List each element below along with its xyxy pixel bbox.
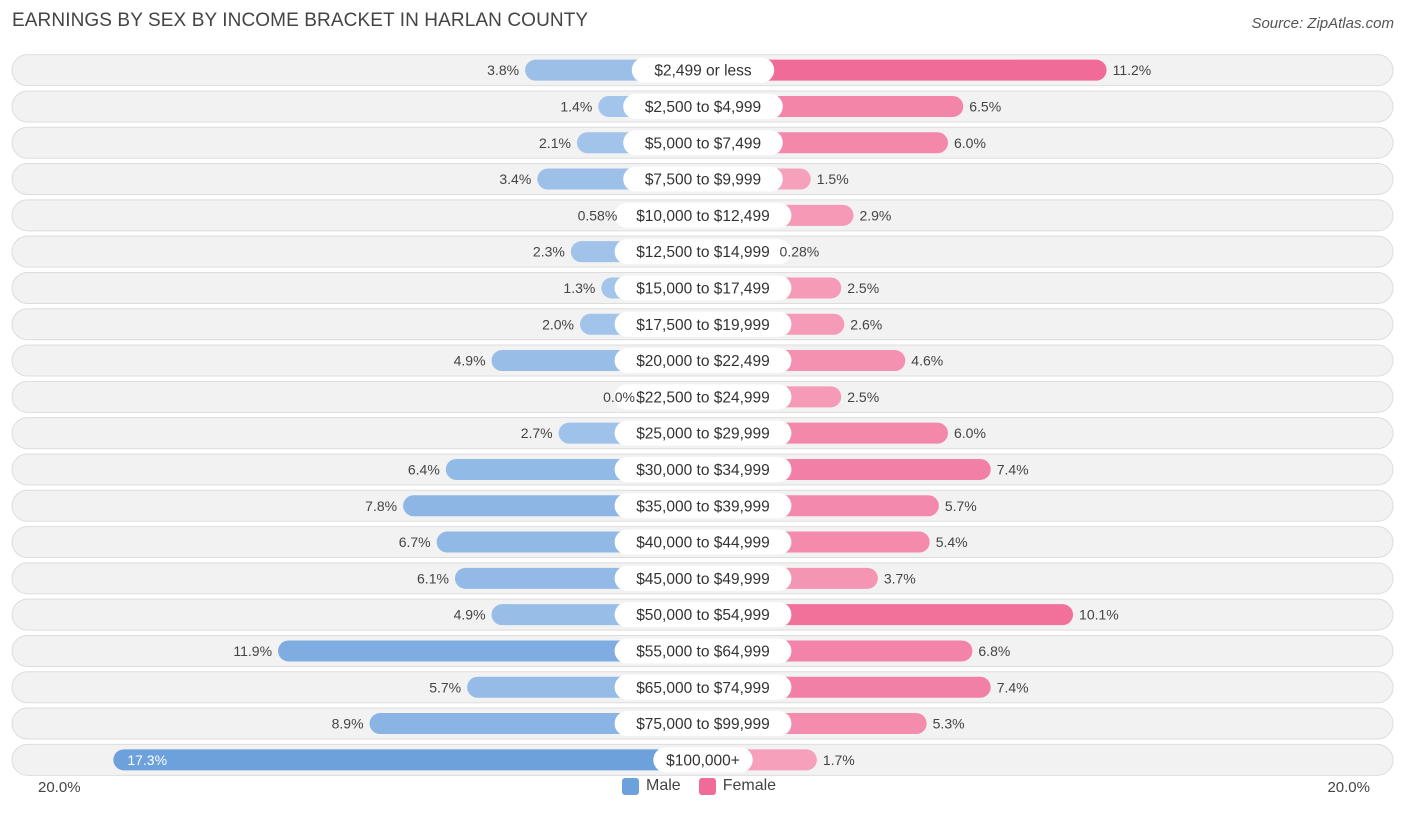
male-value-label: 1.3% — [563, 280, 595, 296]
category-label-bg — [614, 420, 792, 446]
category-label: $2,499 or less — [654, 63, 752, 80]
male-value-label: 0.58% — [578, 207, 618, 223]
male-value-label: 1.4% — [560, 98, 592, 114]
category-label: $65,000 to $74,999 — [636, 680, 770, 697]
axis-left-label: 20.0% — [38, 779, 81, 796]
category-label: $45,000 to $49,999 — [636, 571, 770, 588]
male-value-label: 11.9% — [233, 643, 272, 659]
category-label: $35,000 to $39,999 — [636, 498, 770, 515]
female-value-label: 6.0% — [954, 425, 986, 441]
category-label: $2,500 to $4,999 — [645, 99, 761, 116]
female-value-label: 7.4% — [997, 679, 1029, 695]
category-label-bg — [614, 565, 792, 591]
category-label: $40,000 to $44,999 — [636, 535, 770, 552]
female-value-label: 0.28% — [780, 244, 820, 260]
male-value-label: 6.4% — [408, 461, 440, 477]
source-note: Source: ZipAtlas.com — [1251, 15, 1394, 32]
female-value-label: 5.3% — [933, 716, 965, 732]
female-value-label: 1.7% — [823, 752, 855, 768]
category-label-bg — [614, 239, 792, 265]
legend-item-female[interactable]: Female — [698, 777, 777, 795]
male-value-label: 0.0% — [603, 389, 635, 405]
female-value-label: 5.4% — [936, 534, 968, 550]
female-value-label: 2.5% — [847, 389, 879, 405]
male-value-label: 8.9% — [332, 716, 364, 732]
legend-item-male[interactable]: Male — [622, 777, 681, 795]
category-label-bg — [653, 747, 753, 773]
category-label: $75,000 to $99,999 — [636, 716, 770, 733]
male-bar — [278, 640, 703, 662]
male-value-label: 2.0% — [542, 316, 574, 332]
category-label-bg — [614, 602, 792, 628]
category-label-bg — [614, 275, 792, 301]
category-label: $10,000 to $12,499 — [636, 208, 770, 225]
female-value-label: 1.5% — [817, 171, 849, 187]
male-value-label: 6.1% — [417, 570, 449, 586]
male-value-label: 6.7% — [399, 534, 431, 550]
category-label-bg — [614, 348, 792, 374]
category-label: $22,500 to $24,999 — [636, 389, 770, 406]
male-value-label: 5.7% — [429, 679, 461, 695]
female-bar — [703, 604, 1074, 626]
category-label-bg — [631, 57, 775, 83]
category-label-bg — [614, 674, 792, 700]
legend-male-label: Male — [646, 777, 681, 794]
male-value-label: 17.3% — [127, 752, 167, 768]
category-label-bg — [614, 456, 792, 482]
female-value-label: 10.1% — [1079, 607, 1119, 623]
category-label: $30,000 to $34,999 — [636, 462, 770, 479]
category-label-bg — [614, 493, 792, 519]
female-value-label: 7.4% — [997, 461, 1029, 477]
female-value-label: 3.7% — [884, 570, 916, 586]
axis-right-label: 20.0% — [1327, 779, 1370, 796]
legend: Male Female — [622, 777, 776, 795]
category-label: $55,000 to $64,999 — [636, 643, 770, 660]
category-label-bg — [623, 93, 783, 119]
male-value-label: 7.8% — [365, 498, 397, 514]
male-value-label: 2.3% — [533, 244, 565, 260]
category-label-bg — [614, 638, 792, 664]
male-value-label: 3.4% — [499, 171, 531, 187]
female-value-label: 5.7% — [945, 498, 977, 514]
male-swatch-icon — [622, 777, 639, 795]
male-value-label: 3.8% — [487, 62, 519, 78]
category-label-bg — [614, 311, 792, 337]
category-label-bg — [614, 529, 792, 555]
category-label: $5,000 to $7,499 — [645, 135, 761, 152]
category-label-bg — [614, 711, 792, 737]
female-value-label: 2.5% — [847, 280, 879, 296]
male-value-label: 2.7% — [521, 425, 553, 441]
female-value-label: 11.2% — [1113, 62, 1152, 78]
chart-title: EARNINGS BY SEX BY INCOME BRACKET IN HAR… — [12, 10, 589, 31]
female-value-label: 6.8% — [978, 643, 1010, 659]
category-label-bg — [614, 384, 792, 410]
category-label-bg — [614, 202, 792, 228]
female-bar — [703, 59, 1107, 81]
legend-female-label: Female — [722, 777, 777, 794]
category-label-bg — [623, 130, 783, 156]
category-label: $25,000 to $29,999 — [636, 426, 770, 443]
male-value-label: 4.9% — [454, 353, 486, 369]
female-value-label: 2.6% — [850, 316, 882, 332]
male-bar — [113, 749, 704, 771]
category-label: $15,000 to $17,499 — [636, 280, 770, 297]
female-value-label: 6.5% — [969, 98, 1001, 114]
category-label: $17,500 to $19,999 — [636, 317, 770, 334]
female-value-label: 6.0% — [954, 135, 986, 151]
category-label: $7,500 to $9,999 — [645, 172, 761, 189]
female-value-label: 4.6% — [911, 353, 943, 369]
category-label: $12,500 to $14,999 — [636, 244, 770, 261]
category-label: $50,000 to $54,999 — [636, 607, 770, 624]
female-swatch-icon — [698, 777, 716, 795]
category-label: $100,000+ — [666, 752, 740, 769]
male-value-label: 2.1% — [539, 135, 571, 151]
female-value-label: 2.9% — [859, 207, 891, 223]
category-label-bg — [623, 166, 783, 192]
category-label: $20,000 to $22,499 — [636, 353, 770, 370]
male-value-label: 4.9% — [454, 607, 486, 623]
